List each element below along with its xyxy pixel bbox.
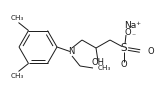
Text: CH₃: CH₃ — [98, 65, 111, 71]
Text: ⁻: ⁻ — [132, 31, 136, 40]
Text: O: O — [147, 47, 154, 55]
Text: CH₃: CH₃ — [11, 15, 24, 21]
Text: Na⁺: Na⁺ — [125, 20, 141, 30]
Text: S: S — [121, 43, 127, 53]
Text: O: O — [121, 60, 127, 69]
Text: CH₃: CH₃ — [11, 73, 24, 79]
Text: N: N — [68, 47, 74, 56]
Text: OH: OH — [92, 58, 105, 67]
Text: O: O — [125, 28, 131, 37]
